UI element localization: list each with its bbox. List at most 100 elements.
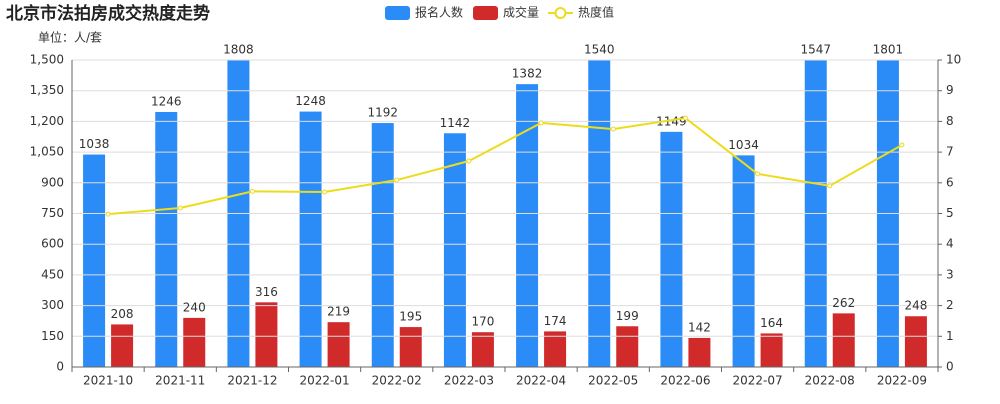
x-tick-label: 2022-06 bbox=[660, 374, 710, 388]
x-tick-label: 2022-05 bbox=[588, 374, 638, 388]
line-point bbox=[249, 188, 255, 194]
data-label: 1540 bbox=[584, 43, 615, 57]
bar bbox=[399, 327, 422, 367]
line-point bbox=[322, 189, 328, 195]
bar bbox=[832, 313, 855, 367]
x-tick-label: 2022-08 bbox=[805, 374, 855, 388]
plot-area bbox=[83, 60, 927, 368]
y2-tick-label: 9 bbox=[946, 83, 954, 97]
line-point bbox=[466, 158, 472, 164]
data-label: 142 bbox=[688, 320, 711, 334]
y-tick-label: 750 bbox=[41, 206, 64, 220]
bar bbox=[688, 337, 711, 367]
y2-tick-label: 1 bbox=[946, 329, 954, 343]
y2-tick-label: 4 bbox=[946, 237, 954, 251]
bar bbox=[327, 322, 350, 367]
chart-title: 北京市法拍房成交热度走势 bbox=[6, 3, 210, 24]
y-tick-label: 900 bbox=[41, 175, 64, 189]
data-label: 248 bbox=[904, 299, 927, 313]
y-tick-label: 1,350 bbox=[30, 83, 64, 97]
line-point bbox=[177, 205, 183, 211]
bar bbox=[299, 111, 322, 368]
data-label: 316 bbox=[255, 285, 278, 299]
data-label: 1382 bbox=[512, 67, 543, 81]
y-tick-label: 1,050 bbox=[30, 145, 64, 159]
x-tick-label: 2022-03 bbox=[444, 374, 494, 388]
line-point bbox=[610, 126, 616, 132]
data-label: 170 bbox=[471, 315, 494, 329]
legend-label: 热度值 bbox=[578, 5, 614, 20]
x-tick-label: 2022-07 bbox=[733, 374, 783, 388]
data-label: 1038 bbox=[79, 137, 110, 151]
chart-subtitle: 单位：人/套 bbox=[38, 30, 102, 45]
y2-tick-label: 5 bbox=[946, 206, 954, 220]
bar bbox=[732, 155, 755, 367]
data-label: 195 bbox=[399, 310, 422, 324]
line-point bbox=[538, 120, 544, 126]
y2-tick-label: 3 bbox=[946, 267, 954, 281]
line-point bbox=[755, 171, 761, 177]
data-label: 1149 bbox=[656, 114, 687, 128]
bar bbox=[660, 131, 683, 367]
data-label: 1248 bbox=[295, 94, 326, 108]
y2-tick-label: 8 bbox=[946, 114, 954, 128]
bar bbox=[443, 133, 466, 367]
y-tick-label: 1,500 bbox=[30, 53, 64, 67]
bar bbox=[804, 60, 827, 367]
line-point bbox=[682, 115, 688, 121]
y2-tick-label: 7 bbox=[946, 145, 954, 159]
x-tick-label: 2022-02 bbox=[372, 374, 422, 388]
data-label: 174 bbox=[544, 314, 567, 328]
bar bbox=[471, 332, 494, 367]
data-label: 164 bbox=[760, 316, 783, 330]
bar bbox=[588, 60, 611, 368]
bar bbox=[111, 324, 134, 367]
y2-tick-label: 6 bbox=[946, 175, 954, 189]
legend-swatch bbox=[473, 6, 498, 20]
line-point bbox=[105, 211, 111, 217]
bar bbox=[155, 111, 178, 367]
line-point bbox=[394, 177, 400, 183]
y-tick-label: 300 bbox=[41, 298, 64, 312]
x-tick-label: 2022-09 bbox=[877, 374, 927, 388]
x-tick-label: 2022-01 bbox=[300, 374, 350, 388]
data-label: 1246 bbox=[151, 94, 182, 108]
bar bbox=[904, 316, 927, 367]
bar bbox=[544, 331, 567, 367]
y-tick-label: 1,200 bbox=[30, 114, 64, 128]
line-point bbox=[827, 183, 833, 189]
data-label: 199 bbox=[616, 309, 639, 323]
data-label: 1142 bbox=[440, 116, 471, 130]
y-tick-label: 450 bbox=[41, 267, 64, 281]
bar bbox=[371, 123, 394, 368]
line-point bbox=[899, 142, 905, 148]
data-label: 1801 bbox=[873, 43, 904, 57]
bar bbox=[616, 326, 639, 367]
legend-label: 成交量 bbox=[503, 5, 539, 20]
y-tick-label: 150 bbox=[41, 329, 64, 343]
x-tick-label: 2021-11 bbox=[155, 374, 205, 388]
data-label: 1192 bbox=[367, 106, 398, 120]
x-tick-label: 2021-10 bbox=[83, 374, 133, 388]
data-label: 1808 bbox=[223, 43, 254, 57]
data-label: 208 bbox=[111, 307, 134, 321]
y2-tick-label: 2 bbox=[946, 298, 954, 312]
legend-swatch bbox=[554, 7, 567, 19]
legend-label: 报名人数 bbox=[415, 5, 463, 20]
y2-tick-label: 0 bbox=[946, 360, 954, 374]
data-label: 240 bbox=[183, 300, 206, 314]
line bbox=[107, 116, 903, 216]
bar bbox=[255, 302, 278, 367]
data-label: 219 bbox=[327, 305, 350, 319]
y2-tick-label: 10 bbox=[946, 53, 961, 67]
bar bbox=[760, 333, 783, 367]
legend-swatch bbox=[385, 6, 410, 20]
bar bbox=[516, 84, 539, 367]
x-tick-label: 2021-12 bbox=[227, 374, 277, 388]
bar bbox=[183, 317, 206, 367]
data-label: 1547 bbox=[800, 43, 831, 57]
data-label: 1034 bbox=[728, 138, 759, 152]
y-tick-label: 0 bbox=[56, 360, 64, 374]
x-tick-label: 2022-04 bbox=[516, 374, 566, 388]
